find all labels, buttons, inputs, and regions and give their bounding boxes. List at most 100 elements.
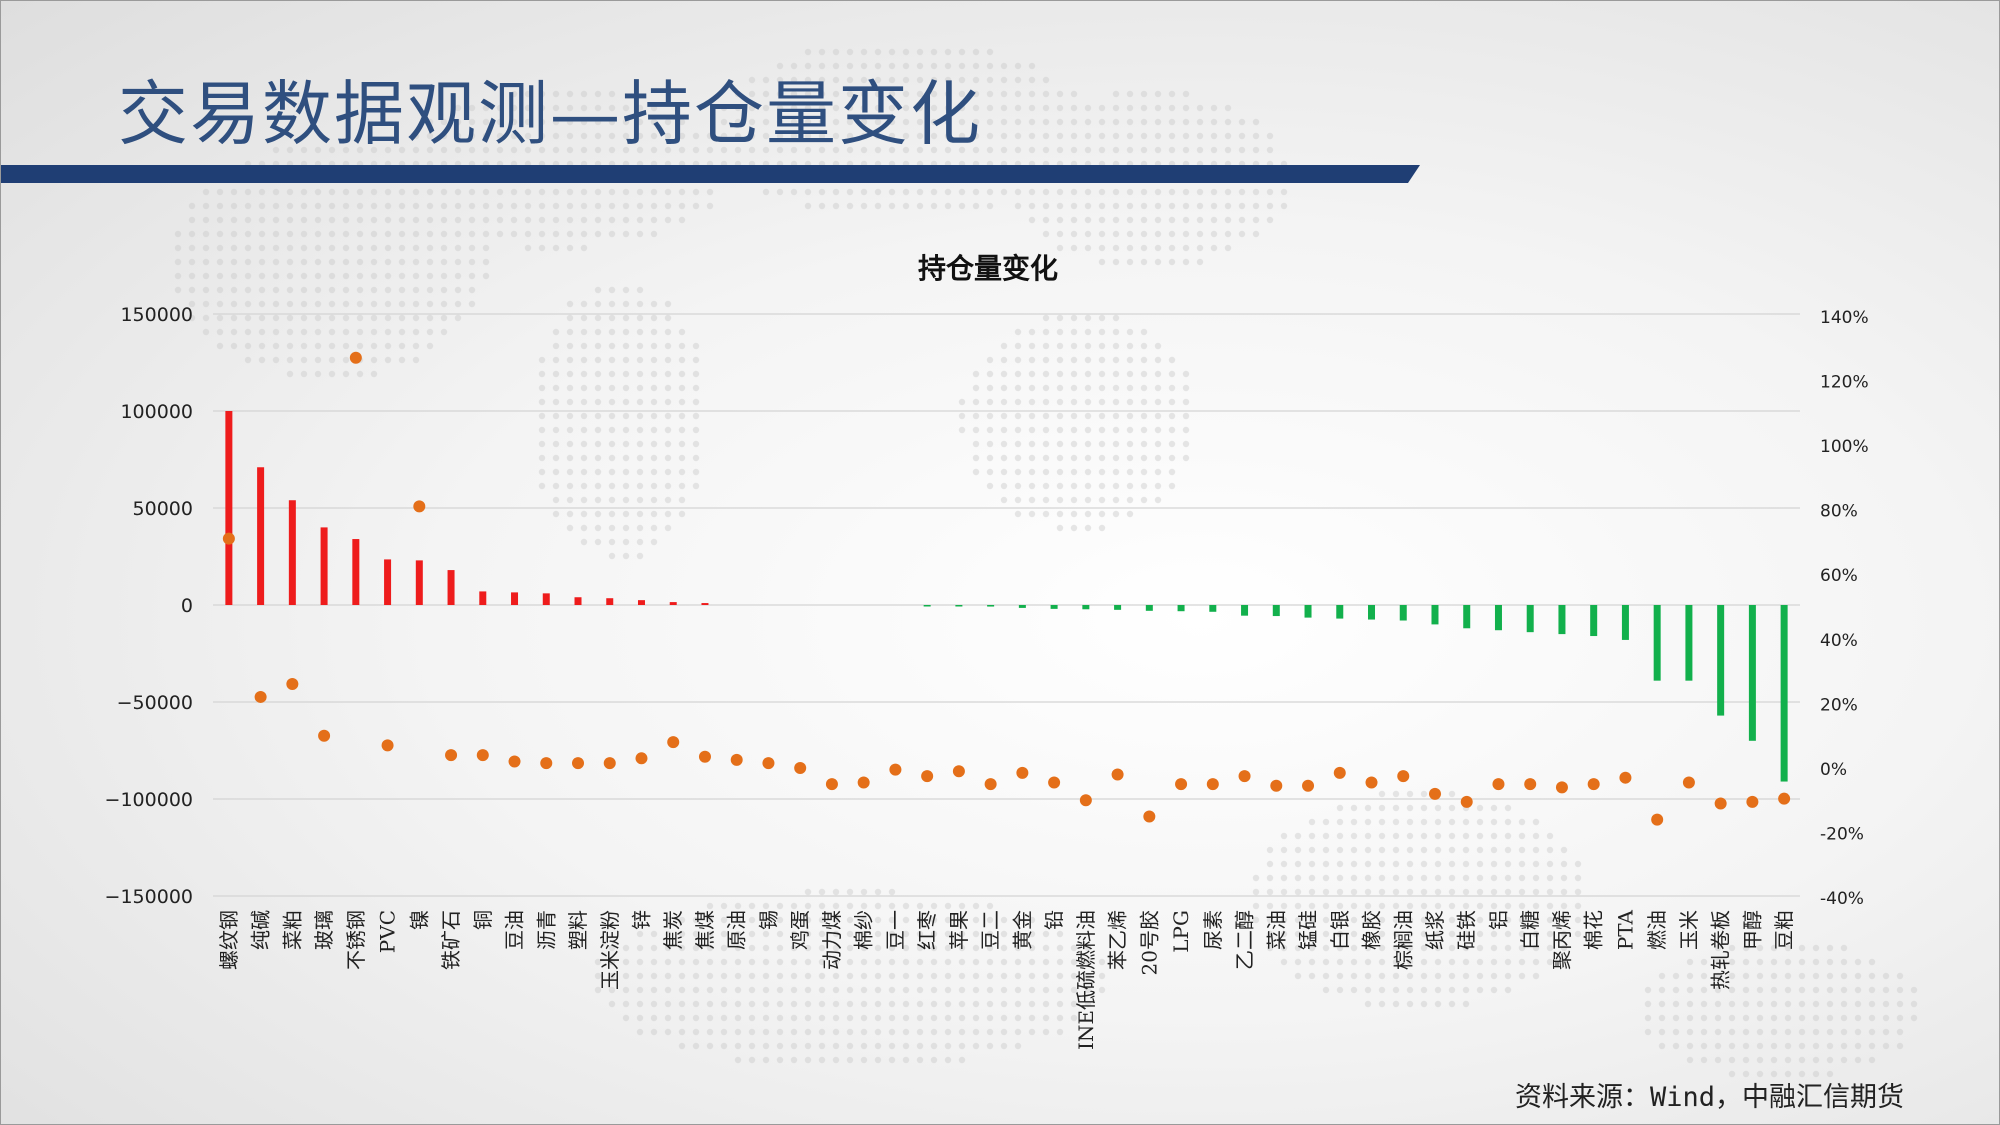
- svg-text:锌: 锌: [629, 910, 653, 930]
- bar-豆二: [987, 605, 995, 607]
- bar-尿素: [1209, 605, 1217, 612]
- svg-text:铝: 铝: [1486, 910, 1510, 930]
- svg-text:LPG: LPG: [1169, 910, 1193, 953]
- dot-甲醇: [1746, 795, 1759, 808]
- bar-甲醇: [1748, 605, 1756, 741]
- category-label: 锰硅: [1296, 910, 1320, 950]
- svg-text:硅铁: 硅铁: [1455, 910, 1479, 950]
- dot-动力煤: [825, 778, 838, 791]
- svg-text:豆一: 豆一: [883, 910, 907, 950]
- svg-text:尿素: 尿素: [1201, 910, 1225, 950]
- bar-纸浆: [1431, 605, 1439, 625]
- category-label: 焦煤: [693, 910, 717, 950]
- svg-text:菜粕: 菜粕: [280, 910, 304, 950]
- dot-燃油: [1651, 813, 1664, 826]
- svg-text:焦煤: 焦煤: [693, 910, 717, 950]
- category-label: PVC: [376, 910, 400, 953]
- dot-沥青: [540, 757, 553, 770]
- svg-text:铁矿石: 铁矿石: [439, 910, 463, 970]
- bar-镍: [415, 560, 423, 605]
- svg-text:豆二: 豆二: [979, 910, 1003, 950]
- dot-螺纹钢: [222, 532, 235, 545]
- dot-焦炭: [667, 736, 680, 749]
- category-label: 棕榈油: [1391, 910, 1415, 970]
- dot-20号胶: [1143, 810, 1156, 823]
- dot-镍: [413, 500, 426, 513]
- dot-菜油: [1270, 779, 1283, 792]
- dot-铝: [1492, 778, 1505, 791]
- bar-棉花: [1590, 605, 1598, 637]
- dot-鸡蛋: [794, 762, 807, 774]
- svg-text:玉米: 玉米: [1677, 910, 1701, 950]
- svg-text:原油: 原油: [725, 910, 749, 950]
- left-tick-label: 0: [181, 595, 193, 617]
- category-label: 纯碱: [249, 910, 273, 950]
- category-label: 焦炭: [661, 910, 685, 950]
- bar-红枣: [923, 605, 931, 607]
- right-tick-label: 60%: [1820, 566, 1858, 586]
- svg-text:苹果: 苹果: [947, 910, 971, 950]
- bar-螺纹钢: [225, 411, 233, 605]
- category-label: 铅: [1042, 910, 1066, 930]
- grid-lines: [213, 313, 1800, 897]
- category-label: 纸浆: [1423, 910, 1447, 950]
- left-axis-ticks: 150000 100000 50000 0 −50000 −100000 −150000: [105, 304, 193, 908]
- category-label: 鸡蛋: [788, 910, 812, 950]
- dot-黄金: [1016, 766, 1029, 779]
- right-tick-label: 80%: [1820, 502, 1858, 522]
- svg-text:PTA: PTA: [1613, 909, 1637, 950]
- category-label: 燃油: [1645, 910, 1669, 950]
- svg-text:沥青: 沥青: [534, 910, 558, 950]
- dot-塑料: [572, 757, 585, 770]
- category-label: 菜油: [1264, 910, 1288, 950]
- dot-尿素: [1206, 778, 1219, 791]
- dot-豆粕: [1778, 792, 1791, 805]
- svg-text:INE低硫燃料油: INE低硫燃料油: [1074, 910, 1098, 1050]
- bar-INE低硫燃料油: [1082, 605, 1090, 610]
- bar-橡胶: [1368, 605, 1376, 620]
- category-label: 玻璃: [312, 910, 336, 950]
- chart-title: 持仓量变化: [918, 252, 1058, 285]
- dot-棕榈油: [1397, 770, 1410, 783]
- category-label: 热轧卷板: [1709, 910, 1733, 990]
- category-label: 红枣: [915, 910, 939, 950]
- dot-热轧卷板: [1714, 797, 1727, 810]
- bar-棕榈油: [1399, 605, 1407, 621]
- bar-菜粕: [288, 500, 296, 605]
- svg-text:纯碱: 纯碱: [249, 910, 273, 950]
- dot-铜: [476, 749, 489, 762]
- dot-白糖: [1524, 778, 1537, 791]
- category-label: 豆粕: [1772, 910, 1796, 950]
- bar-硅铁: [1463, 605, 1471, 629]
- bar-苯乙烯: [1114, 605, 1122, 610]
- bar-菜油: [1272, 605, 1280, 617]
- svg-text:热轧卷板: 热轧卷板: [1709, 910, 1733, 990]
- dot-玻璃: [318, 729, 331, 742]
- dot-玉米淀粉: [603, 757, 616, 770]
- bar-20号胶: [1145, 605, 1153, 611]
- dot-乙二醇: [1238, 770, 1251, 783]
- svg-text:20号胶: 20号胶: [1137, 910, 1161, 975]
- dot-INE低硫燃料油: [1079, 794, 1092, 807]
- bar-白银: [1336, 605, 1344, 619]
- right-tick-label: 120%: [1820, 372, 1869, 392]
- category-label: 聚丙烯: [1550, 910, 1574, 970]
- percent-dot-series: [222, 351, 1791, 826]
- bar-铜: [479, 591, 487, 605]
- bar-纯碱: [257, 467, 265, 605]
- svg-text:棉花: 棉花: [1582, 910, 1606, 950]
- bar-PTA: [1621, 605, 1629, 640]
- bar-锰硅: [1304, 605, 1312, 618]
- category-label: 铝: [1486, 910, 1510, 930]
- left-tick-label: 50000: [133, 498, 193, 520]
- category-label: PTA: [1613, 909, 1637, 950]
- bar-白糖: [1526, 605, 1534, 633]
- category-label: 原油: [725, 910, 749, 950]
- dot-PVC: [381, 739, 394, 752]
- category-label: 乙二醇: [1233, 910, 1257, 970]
- category-label: 不锈钢: [344, 910, 368, 970]
- category-label: 豆一: [883, 910, 907, 950]
- bar-铝: [1494, 605, 1502, 631]
- svg-text:乙二醇: 乙二醇: [1233, 910, 1257, 970]
